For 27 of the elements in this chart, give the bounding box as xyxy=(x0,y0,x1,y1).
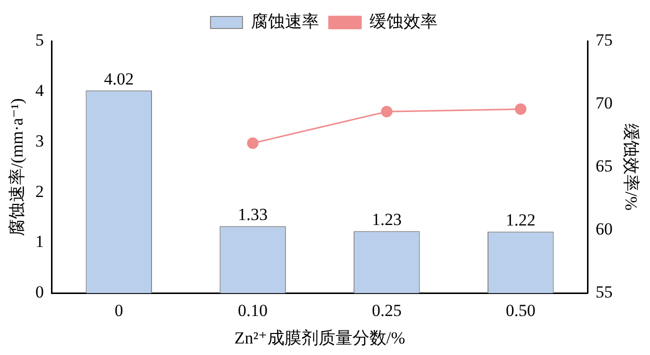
y2-tick-label: 65 xyxy=(596,156,613,176)
y2-tick-label: 75 xyxy=(596,30,613,50)
legend-label: 缓蚀效率 xyxy=(370,12,438,31)
y-axis-title: 腐蚀速率/(mm·a⁻¹) xyxy=(8,98,27,236)
x-tick-label: 0.50 xyxy=(506,300,536,320)
x-axis-title: Zn²⁺成膜剂质量分数/% xyxy=(234,328,406,348)
y-tick-label: 2 xyxy=(35,182,44,201)
y-tick-label: 3 xyxy=(35,131,44,150)
y2-tick-label: 55 xyxy=(596,282,613,302)
x-tick-label: 0 xyxy=(114,300,124,320)
point xyxy=(514,103,526,115)
point xyxy=(380,106,392,118)
data-label: 1.22 xyxy=(506,210,536,230)
y2-axis-title: 缓蚀效率/% xyxy=(621,124,640,211)
y-tick-label: 0 xyxy=(35,282,44,302)
data-label: 4.02 xyxy=(104,69,134,88)
y2-tick-label: 70 xyxy=(596,94,613,113)
x-tick-label: 0.10 xyxy=(238,300,268,320)
y-tick-label: 1 xyxy=(35,232,44,252)
data-label: 1.33 xyxy=(238,205,268,224)
data-label: 1.23 xyxy=(372,210,402,230)
point xyxy=(247,137,259,149)
y2-tick-label: 60 xyxy=(596,220,613,239)
y-tick-label: 4 xyxy=(35,80,44,100)
legend-label: 腐蚀速率 xyxy=(251,12,319,31)
x-tick-label: 0.25 xyxy=(372,300,402,320)
y-tick-label: 5 xyxy=(35,30,44,50)
